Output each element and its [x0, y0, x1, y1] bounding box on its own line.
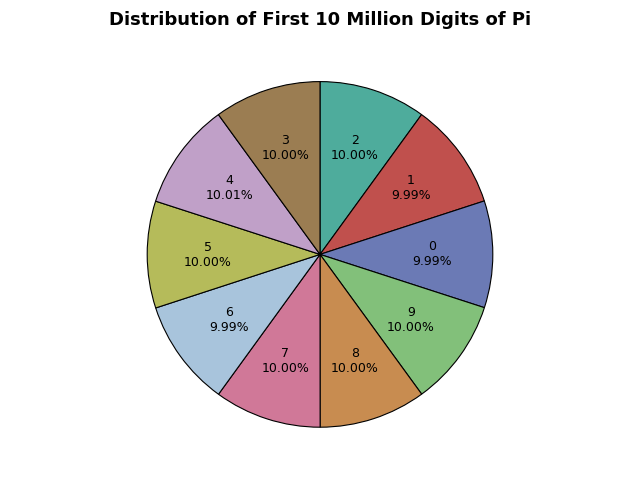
- Wedge shape: [156, 254, 320, 394]
- Text: 2
10.00%: 2 10.00%: [331, 133, 379, 162]
- Text: 8
10.00%: 8 10.00%: [331, 347, 379, 375]
- Wedge shape: [218, 254, 320, 427]
- Text: 4
10.01%: 4 10.01%: [205, 174, 253, 203]
- Wedge shape: [147, 201, 320, 308]
- Wedge shape: [320, 115, 484, 254]
- Text: 7
10.00%: 7 10.00%: [261, 347, 309, 375]
- Text: 0
9.99%: 0 9.99%: [413, 240, 452, 268]
- Text: 6
9.99%: 6 9.99%: [209, 307, 249, 335]
- Wedge shape: [156, 115, 320, 254]
- Wedge shape: [218, 82, 320, 254]
- Text: 3
10.00%: 3 10.00%: [261, 133, 309, 162]
- Title: Distribution of First 10 Million Digits of Pi: Distribution of First 10 Million Digits …: [109, 11, 531, 28]
- Wedge shape: [320, 82, 422, 254]
- Text: 9
10.00%: 9 10.00%: [387, 306, 435, 335]
- Wedge shape: [320, 254, 484, 394]
- Wedge shape: [320, 201, 493, 308]
- Text: 5
10.00%: 5 10.00%: [184, 240, 232, 268]
- Text: 1
9.99%: 1 9.99%: [391, 174, 431, 203]
- Wedge shape: [320, 254, 422, 427]
